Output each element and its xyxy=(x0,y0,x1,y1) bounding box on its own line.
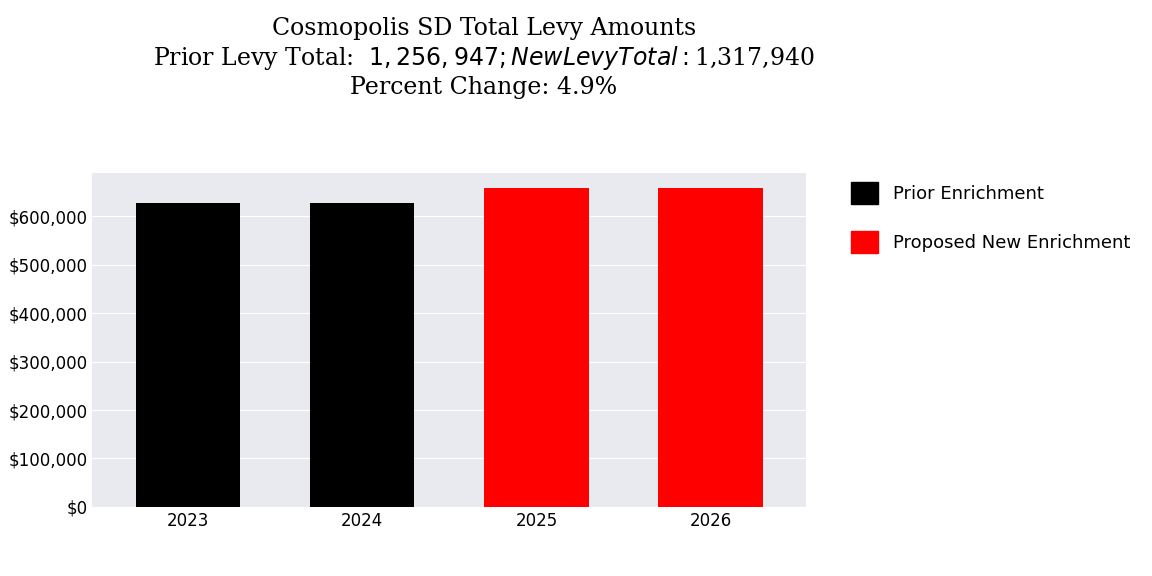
Text: Cosmopolis SD Total Levy Amounts
Prior Levy Total:  $1,256,947; New Levy Total: : Cosmopolis SD Total Levy Amounts Prior L… xyxy=(153,17,814,99)
Bar xyxy=(658,188,763,507)
Legend: Prior Enrichment, Proposed New Enrichment: Prior Enrichment, Proposed New Enrichmen… xyxy=(851,182,1130,253)
Bar xyxy=(136,203,241,507)
Bar xyxy=(310,203,415,507)
Bar xyxy=(484,188,589,507)
